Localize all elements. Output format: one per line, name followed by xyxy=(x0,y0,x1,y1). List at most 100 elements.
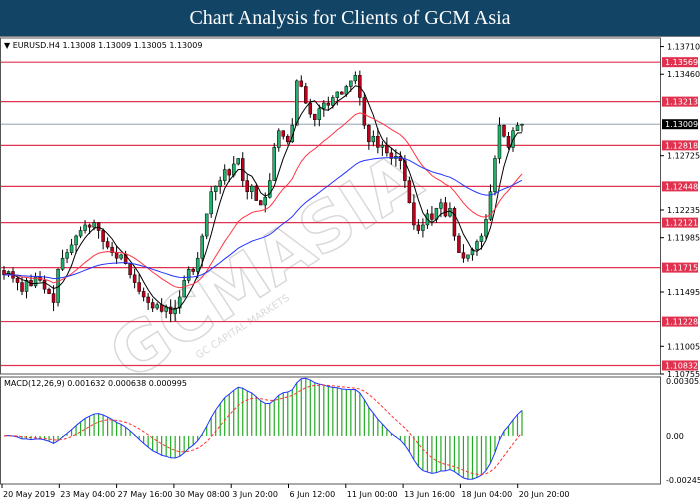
y-tick-label: 1.12235 xyxy=(667,206,700,215)
bearish-candle xyxy=(146,296,150,303)
bearish-candle xyxy=(47,288,51,294)
bearish-candle xyxy=(51,293,56,303)
macd-signal-line xyxy=(3,384,523,475)
bearish-candle xyxy=(87,224,92,228)
bearish-candle xyxy=(340,91,344,95)
dropdown-triangle-icon[interactable]: ▼ xyxy=(4,41,11,50)
bearish-candle xyxy=(506,136,511,148)
x-tick-label: 11 Jun 00:00 xyxy=(347,490,398,499)
y-tick-label: 1.12725 xyxy=(667,152,700,161)
bearish-candle xyxy=(299,80,304,87)
level-price-badge xyxy=(662,217,698,228)
bullish-candle xyxy=(497,124,502,159)
bullish-candle xyxy=(182,280,186,298)
bullish-candle xyxy=(186,269,191,281)
bullish-candle xyxy=(200,235,204,259)
macd-y-tick-label: 0.003055 xyxy=(666,377,700,386)
bullish-candle xyxy=(222,169,227,181)
level-price-badge xyxy=(662,360,698,371)
x-tick-label: 27 May 16:00 xyxy=(118,490,173,499)
bullish-candle xyxy=(322,102,326,109)
bearish-candle xyxy=(502,124,506,137)
bearish-candle xyxy=(101,230,105,242)
bullish-candle xyxy=(263,196,268,206)
bullish-candle xyxy=(380,144,385,148)
bullish-candle xyxy=(74,235,78,246)
price-panel-border xyxy=(0,37,661,375)
bullish-candle xyxy=(317,108,322,120)
bullish-candle xyxy=(493,158,497,192)
bearish-candle xyxy=(430,213,434,220)
page-title: Chart Analysis for Clients of GCM Asia xyxy=(0,0,700,36)
x-tick-label: 3 Jun 20:00 xyxy=(232,490,278,499)
bullish-candle xyxy=(204,213,209,237)
level-price-label: 1.10832 xyxy=(665,361,698,370)
macd-line xyxy=(3,377,523,480)
moving-average-slow xyxy=(3,157,523,280)
bearish-candle xyxy=(114,252,119,259)
bullish-candle xyxy=(92,222,96,228)
bullish-candle xyxy=(65,252,69,259)
bearish-candle xyxy=(457,235,461,253)
y-tick-label: 1.11495 xyxy=(667,288,700,297)
bearish-candle xyxy=(304,86,308,104)
bullish-candle xyxy=(173,307,177,314)
bearish-candle xyxy=(362,97,367,126)
level-price-label: 1.12448 xyxy=(665,182,698,191)
bullish-candle xyxy=(344,86,349,95)
chart-window: GCMASIA GC CAPITAL MARKETS 1.13710 1.13460 1… xyxy=(0,36,700,501)
bullish-candle xyxy=(155,304,159,309)
bearish-candle xyxy=(452,208,457,237)
bearish-candle xyxy=(286,136,290,143)
bullish-candle xyxy=(78,230,83,237)
bearish-candle xyxy=(42,280,47,290)
y-tick-label: 1.13460 xyxy=(667,70,700,79)
bearish-candle xyxy=(385,144,389,154)
bullish-candle xyxy=(60,257,65,270)
bullish-candle xyxy=(177,296,182,309)
bullish-candle xyxy=(290,124,295,143)
bullish-candle xyxy=(119,254,123,259)
macd-panel-border xyxy=(0,376,661,485)
level-price-label: 1.13213 xyxy=(665,98,698,107)
bearish-candle xyxy=(412,202,416,226)
bearish-candle xyxy=(367,124,371,143)
bearish-candle xyxy=(132,274,137,283)
level-price-badge xyxy=(662,181,698,192)
bearish-candle xyxy=(254,185,258,201)
bearish-candle xyxy=(376,136,380,148)
bullish-candle xyxy=(236,158,240,165)
level-price-badge xyxy=(662,140,698,151)
bullish-candle xyxy=(331,97,335,106)
y-tick-label: 1.11985 xyxy=(667,234,700,243)
bearish-candle xyxy=(258,200,263,206)
bearish-candle xyxy=(137,282,141,292)
current-price-badge xyxy=(662,119,698,130)
x-tick-label: 23 May 04:00 xyxy=(60,490,115,499)
x-tick-label: 20 Jun 20:00 xyxy=(519,490,570,499)
bearish-candle xyxy=(416,224,421,231)
x-tick-label: 30 May 08:00 xyxy=(175,490,230,499)
bearish-candle xyxy=(128,263,132,276)
bearish-candle xyxy=(168,306,173,314)
level-price-badge xyxy=(662,57,698,68)
bearish-candle xyxy=(326,102,331,106)
bullish-candle xyxy=(277,130,281,148)
bullish-candle xyxy=(69,244,74,253)
x-tick-label: 20 May 2019 xyxy=(3,490,55,499)
y-tick-label: 1.10755 xyxy=(667,370,700,379)
x-tick-label: 6 Jun 12:00 xyxy=(290,490,336,499)
bullish-candle xyxy=(209,191,213,215)
moving-average-mid xyxy=(3,112,523,289)
bullish-candle xyxy=(515,124,520,132)
bearish-candle xyxy=(191,269,195,272)
level-price-badge xyxy=(662,316,698,327)
level-price-label: 1.13569 xyxy=(665,58,698,67)
x-tick-label: 13 Jun 16:00 xyxy=(404,490,455,499)
bearish-candle xyxy=(308,102,313,115)
bullish-candle xyxy=(335,91,340,98)
bullish-candle xyxy=(195,257,200,272)
macd-y-tick-label: 0.00 xyxy=(666,432,684,441)
level-price-label: 1.11715 xyxy=(665,264,698,273)
